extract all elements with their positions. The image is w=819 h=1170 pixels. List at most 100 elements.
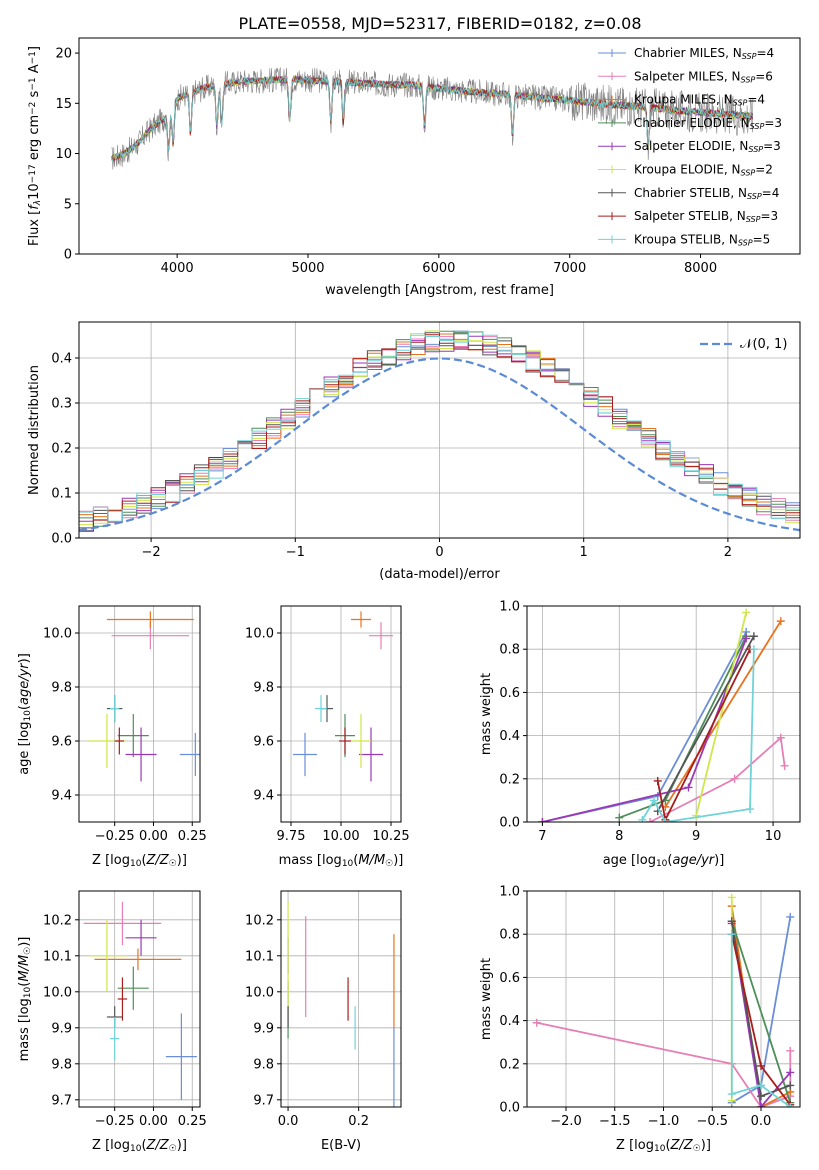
y-axis-label: Flux [fλ10−17 erg cm−2 s−1 A−1] (27, 46, 43, 246)
x-tick-label: −2.0 (550, 1114, 582, 1129)
weight-marker (746, 805, 755, 814)
x-tick-label: 0.0 (751, 1114, 772, 1129)
y-tick-label: 20 (55, 47, 72, 62)
error-point (83, 901, 162, 945)
x-axis-label: Z [log10(Z/Z☉)] (92, 853, 187, 869)
gridlines (281, 891, 401, 1107)
y-tick-label: 0.2 (499, 772, 520, 787)
legend: 𝒩(0, 1) (700, 337, 787, 352)
y-tick-label: 9.6 (253, 735, 274, 750)
x-tick-label: −0.25 (95, 829, 135, 844)
weight-marker (757, 1103, 765, 1107)
weight-marker (538, 818, 547, 822)
y-tick-label: 10 (55, 147, 72, 162)
weight-marker (749, 645, 758, 654)
x-tick-label: 0.00 (139, 1114, 168, 1129)
weight-line (730, 905, 791, 1107)
error-point (293, 732, 317, 777)
weight-marker (786, 912, 795, 921)
normal-curve (79, 357, 800, 532)
panel-spectrum: 4000 5000 6000 7000 8000 0 5 10 15 20 Chabrier MIL… (27, 37, 801, 298)
axes-frame (78, 605, 201, 823)
error-point (106, 611, 194, 628)
x-tick-label: 0 (435, 545, 443, 560)
ticks: −0.25 0.00 0.25 9.7 9.8 9.9 10.0 10.1 10.2 (43, 913, 207, 1129)
weight-marker (653, 776, 662, 785)
x-tick-label: 8 (615, 829, 623, 844)
x-axis-label: mass [log10(M/M☉)] (279, 853, 404, 869)
y-axis-label: mass [log10(M/M☉)] (17, 937, 33, 1062)
ticks: 4000 5000 6000 7000 8000 0 5 10 15 20 (55, 47, 717, 276)
x-tick-label: 9 (692, 829, 700, 844)
x-tick-label: 6000 (422, 261, 455, 276)
legend-entry: Salpeter ELODIE, NSSP=3 (634, 139, 781, 154)
y-tick-label: 9.6 (51, 735, 72, 750)
x-tick-label: 0.0 (278, 1114, 299, 1129)
y-tick-label: 9.8 (253, 681, 274, 696)
weight-marker (776, 733, 785, 742)
legend: Chabrier MILES, NSSP=4 Salpeter MILES, NS… (598, 46, 782, 247)
weight-line (664, 620, 782, 808)
weight-marker (638, 815, 647, 822)
weight-marker (730, 774, 739, 783)
x-tick-label: 0.25 (178, 1114, 207, 1129)
weight-marker (684, 783, 693, 792)
ticks: −0.25 0.00 0.25 9.4 9.6 9.8 10.0 (43, 627, 207, 845)
panel-mass_vs_Z: −0.25 0.00 0.25 9.7 9.8 9.9 10.0 10.1 10.2 Z [log… (17, 890, 207, 1154)
weight-marker (646, 818, 655, 822)
legend-entry: Kroupa STELIB, NSSP=5 (634, 232, 770, 247)
weight-marker (649, 796, 658, 805)
legend-entry: Kroupa ELODIE, NSSP=2 (634, 163, 773, 178)
panel-weight_vs_age: 7 8 9 10 0.0 0.2 0.4 0.6 0.8 1.0 age [log10(age/yr… (479, 600, 801, 869)
error-point (359, 727, 383, 782)
y-tick-label: 0.6 (499, 686, 520, 701)
y-tick-label: 9.8 (253, 1057, 274, 1072)
gridlines (79, 322, 800, 539)
x-axis-label: age [log10(age/yr)] (603, 853, 725, 869)
error-point (114, 727, 124, 755)
weight-marker (786, 1068, 795, 1077)
weight-marker (727, 1090, 736, 1099)
y-tick-label: 10.0 (43, 627, 72, 642)
y-tick-label: 0.1 (51, 487, 72, 502)
y-tick-label: 10.2 (43, 913, 72, 928)
legend-entry: 𝒩(0, 1) (740, 337, 787, 352)
weight-marker (742, 634, 751, 643)
gridlines (527, 890, 800, 1108)
weight-line (618, 635, 748, 819)
ticks: 0.0 0.2 9.7 9.8 9.9 10.0 10.1 10.2 (245, 913, 369, 1129)
weight-marker (757, 1092, 765, 1101)
y-tick-label: 9.7 (253, 1093, 274, 1108)
x-tick-label: 7 (538, 829, 546, 844)
error-point (125, 919, 157, 956)
legend-entry: Salpeter MILES, NSSP=6 (634, 69, 773, 84)
y-tick-label: 0.2 (499, 1057, 520, 1072)
y-tick-label: 9.4 (253, 789, 274, 804)
error-point (110, 1017, 120, 1061)
weight-line (649, 736, 786, 822)
weight-line (641, 649, 755, 822)
y-tick-label: 10.0 (245, 985, 274, 1000)
error-point (339, 727, 351, 755)
error-point (369, 622, 393, 650)
plot-area (538, 608, 789, 822)
y-tick-label: 15 (55, 97, 72, 112)
weight-marker (786, 1103, 795, 1107)
panel-mass_vs_EBV: 0.0 0.2 9.7 9.8 9.9 10.0 10.1 10.2 E(B-V) (245, 890, 402, 1153)
y-tick-label: 0.0 (499, 1101, 520, 1116)
y-tick-label: 9.9 (51, 1021, 72, 1036)
y-tick-label: 1.0 (499, 885, 520, 900)
ticks: −2 −1 0 1 2 0.0 0.1 0.2 0.3 0.4 (51, 352, 732, 561)
legend-entry: Salpeter STELIB, NSSP=3 (634, 209, 778, 224)
gridlines (527, 605, 800, 823)
weight-marker (692, 811, 701, 820)
error-point (110, 695, 120, 723)
weight-line (695, 612, 748, 816)
error-point (125, 727, 157, 782)
y-tick-label: 9.8 (51, 681, 72, 696)
y-axis-label: Normed distribution (27, 365, 42, 495)
plot-area (293, 611, 393, 782)
y-tick-label: 0.4 (51, 352, 72, 367)
y-tick-label: 9.7 (51, 1093, 72, 1108)
